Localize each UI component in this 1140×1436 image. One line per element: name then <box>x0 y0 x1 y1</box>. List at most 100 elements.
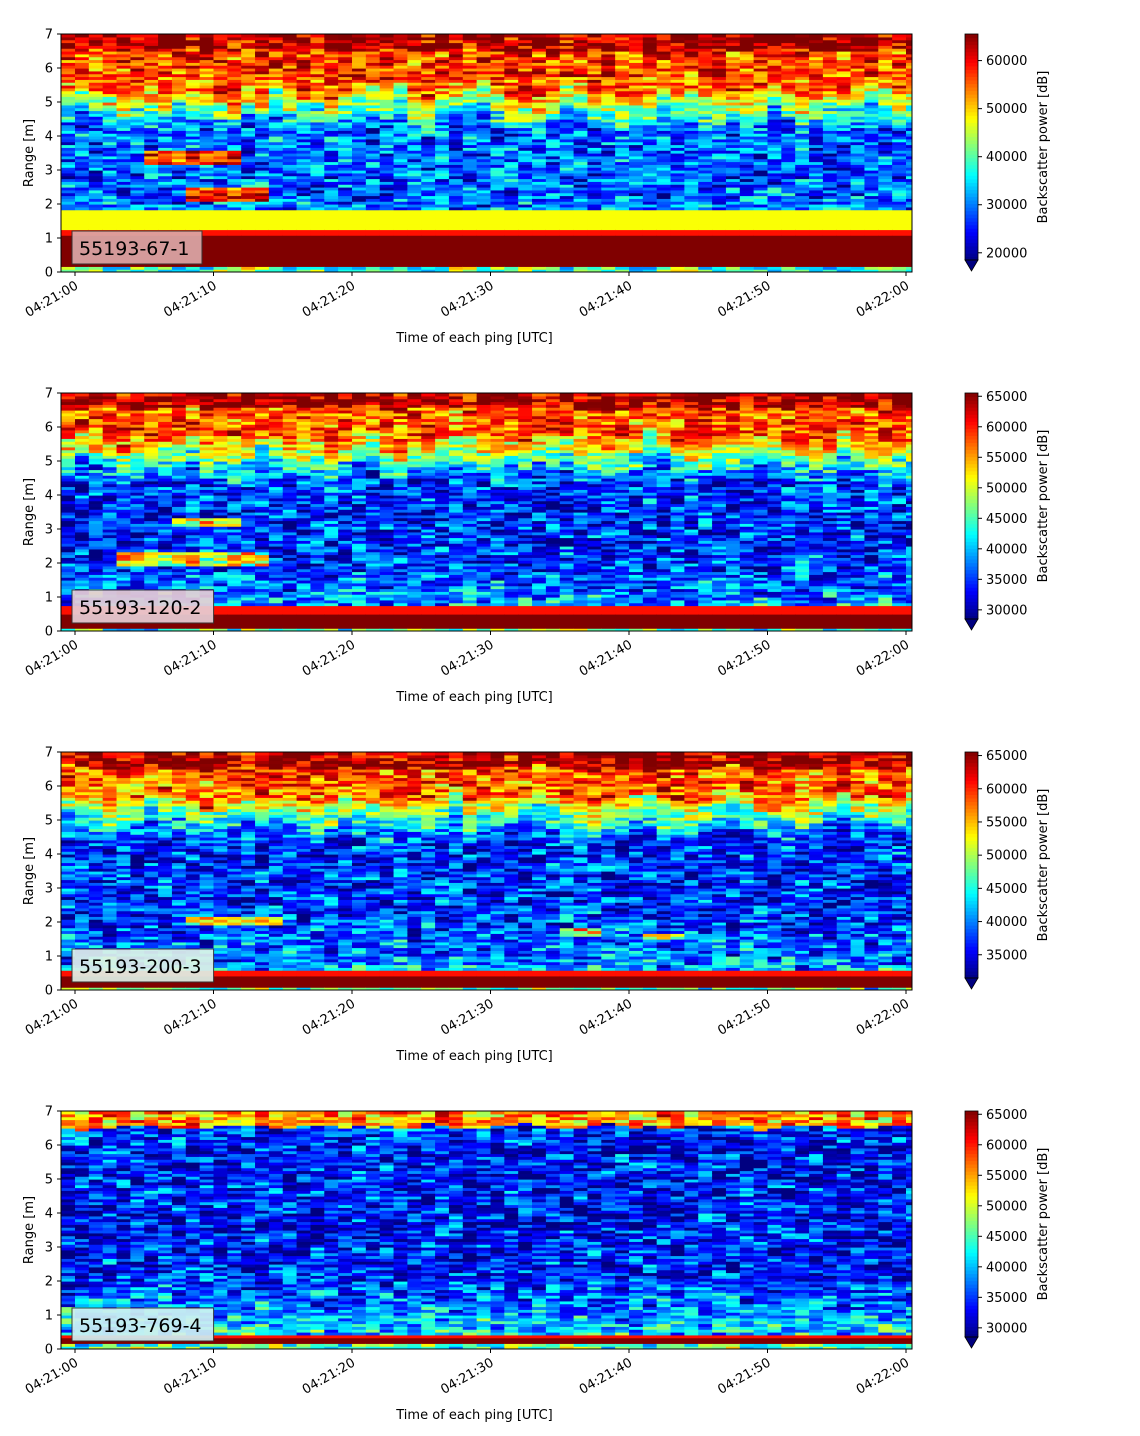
heatmap-cell <box>850 255 866 259</box>
heatmap-cell <box>130 130 145 134</box>
heatmap-cell <box>864 155 879 160</box>
heatmap-cell <box>532 249 547 253</box>
heatmap-cell <box>102 39 118 44</box>
heatmap-cell <box>310 82 325 86</box>
heatmap-cell <box>822 51 838 55</box>
heatmap-cell <box>601 263 616 267</box>
heatmap-cell <box>379 266 395 270</box>
heatmap-cell <box>268 257 284 262</box>
heatmap-cell <box>227 87 242 92</box>
heatmap-cell <box>268 240 284 245</box>
heatmap-cell <box>559 68 575 72</box>
heatmap-cell <box>144 76 159 80</box>
heatmap-cell <box>656 34 672 38</box>
heatmap-cell <box>670 195 685 199</box>
heatmap-cell <box>365 192 381 197</box>
heatmap-cell <box>656 215 672 219</box>
heatmap-cell <box>241 102 256 106</box>
heatmap-cell <box>75 175 90 180</box>
heatmap-cell <box>421 99 436 103</box>
heatmap-cell <box>725 144 741 148</box>
heatmap-cell <box>725 136 741 140</box>
heatmap-cell <box>698 59 713 63</box>
heatmap-cell <box>213 232 228 236</box>
heatmap-cell <box>365 240 381 245</box>
heatmap-cell <box>767 153 782 157</box>
heatmap-cell <box>88 218 104 222</box>
heatmap-cell <box>227 73 242 78</box>
heatmap-cell <box>365 255 381 259</box>
heatmap-cell <box>116 195 131 199</box>
heatmap-cell <box>213 238 228 242</box>
heatmap-cell <box>185 223 201 228</box>
heatmap-cell <box>615 246 630 250</box>
heatmap-cell <box>670 235 685 239</box>
heatmap-cell <box>629 249 644 253</box>
heatmap-cell <box>130 113 145 117</box>
heatmap-cell <box>656 167 672 171</box>
heatmap-cell <box>684 158 699 163</box>
heatmap-cell <box>365 45 381 49</box>
heatmap-cell <box>781 130 796 134</box>
heatmap-cell <box>352 209 367 214</box>
heatmap-cell <box>435 181 450 185</box>
heatmap-cell <box>864 36 879 41</box>
heatmap-cell <box>712 257 727 262</box>
heatmap-cell <box>448 141 464 146</box>
heatmap-cell <box>822 240 838 245</box>
heatmap-cell <box>130 116 145 120</box>
heatmap-cell <box>75 192 90 197</box>
heatmap-cell <box>435 209 450 214</box>
heatmap-cell <box>268 155 284 160</box>
heatmap-cell <box>282 257 298 262</box>
heatmap-cell <box>393 240 408 245</box>
heatmap-cell <box>809 249 824 253</box>
heatmap-cell <box>116 121 131 126</box>
heatmap-cell <box>365 56 381 61</box>
heatmap-cell <box>241 178 256 182</box>
heatmap-cell <box>324 65 339 69</box>
heatmap-cell <box>684 59 699 63</box>
heatmap-cell <box>310 184 325 188</box>
heatmap-cell <box>158 124 173 129</box>
heatmap-cell <box>241 85 256 89</box>
heatmap-cell <box>753 172 769 177</box>
heatmap-cell <box>448 252 464 256</box>
heatmap-cell <box>241 70 256 75</box>
heatmap-cell <box>795 127 810 131</box>
heatmap-cell <box>379 255 395 259</box>
heatmap-cell <box>435 138 450 143</box>
heatmap-cell <box>532 144 547 148</box>
heatmap-cell <box>158 147 173 151</box>
heatmap-cell <box>75 161 90 165</box>
heatmap-cell <box>656 255 672 259</box>
heatmap-cell <box>88 62 104 66</box>
heatmap-cell <box>739 167 755 171</box>
heatmap-cell <box>158 85 173 89</box>
heatmap-cell <box>130 215 145 219</box>
heatmap-cell <box>559 119 575 123</box>
heatmap-cell <box>407 79 422 83</box>
heatmap-cell <box>352 51 367 55</box>
heatmap-cell <box>809 243 824 248</box>
heatmap-cell <box>476 164 492 168</box>
heatmap-cell <box>532 113 547 117</box>
heatmap-cell <box>518 269 533 272</box>
heatmap-cell <box>698 170 713 174</box>
heatmap-cell <box>795 124 810 129</box>
heatmap-cell <box>504 153 519 157</box>
heatmap-cell <box>130 178 145 182</box>
heatmap-cell <box>393 164 408 168</box>
heatmap-cell <box>448 167 464 171</box>
heatmap-cell <box>88 56 104 61</box>
heatmap-cell <box>795 70 810 75</box>
heatmap-cell <box>809 178 824 182</box>
heatmap-cell <box>615 51 630 55</box>
heatmap-cell <box>310 53 325 58</box>
heatmap-cell <box>629 34 644 38</box>
heatmap-cell <box>352 141 367 146</box>
heatmap-cell <box>781 209 796 214</box>
heatmap-cell <box>504 62 519 66</box>
heatmap-cell <box>421 155 436 160</box>
heatmap-cell <box>822 158 838 163</box>
